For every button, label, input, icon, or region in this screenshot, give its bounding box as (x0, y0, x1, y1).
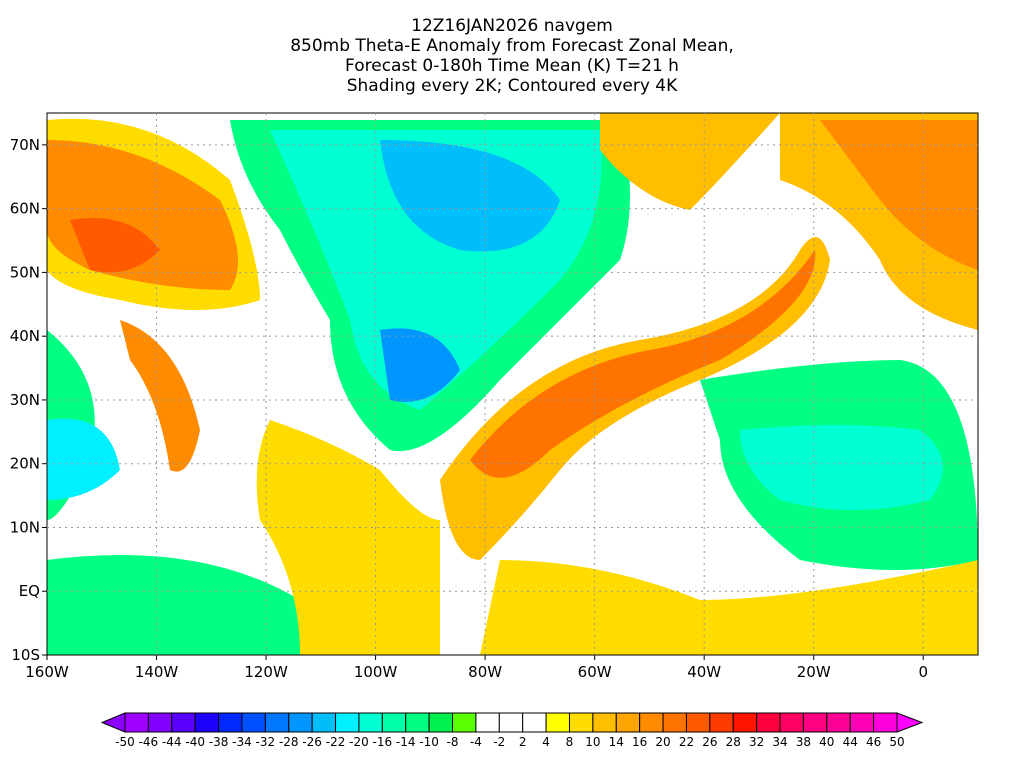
colorbar-swatch (592, 712, 617, 733)
lon-label: 100W (354, 663, 398, 681)
colorbar-label: -10 (419, 735, 439, 749)
colorbar-swatch (358, 712, 383, 733)
title-line-2: 850mb Theta-E Anomaly from Forecast Zona… (290, 36, 734, 56)
colorbar-swatch (381, 712, 407, 733)
lat-label: 20N (10, 455, 40, 473)
colorbar-swatch (405, 712, 430, 733)
colorbar-label: 34 (772, 735, 787, 749)
lat-label: EQ (19, 582, 40, 600)
lat-label: 10S (11, 646, 40, 664)
colorbar-swatch (311, 712, 337, 733)
colorbar-swatch (732, 712, 758, 733)
lon-label: 120W (244, 663, 288, 681)
colorbar-low-arrow (100, 712, 126, 733)
title-line-4: Shading every 2K; Contoured every 4K (346, 76, 678, 96)
colorbar-swatch (218, 712, 243, 733)
colorbar-swatch (498, 712, 524, 733)
colorbar-label: -8 (447, 735, 459, 749)
colorbar-label: -34 (232, 735, 252, 749)
colorbar-label: 46 (866, 735, 881, 749)
lon-label: 80W (468, 663, 502, 681)
colorbar-label: 44 (843, 735, 858, 749)
colorbar-swatch (662, 712, 687, 733)
colorbar-label: 20 (655, 735, 670, 749)
colorbar-swatch (685, 712, 711, 733)
colorbar-swatch (194, 712, 220, 733)
colorbar-label: 14 (609, 735, 624, 749)
colorbar-swatch (756, 712, 781, 733)
colorbar-swatch (779, 712, 804, 733)
colorbar-swatch (545, 712, 570, 733)
lat-label: 60N (10, 200, 40, 218)
colorbar-swatch (615, 712, 641, 733)
colorbar-high-arrow (896, 712, 924, 733)
colorbar-label: 50 (889, 735, 904, 749)
colorbar-label: 32 (749, 735, 764, 749)
colorbar-swatch (568, 712, 594, 733)
colorbar-label: 22 (679, 735, 694, 749)
colorbar-label: 16 (632, 735, 647, 749)
colorbar-label: -28 (279, 735, 299, 749)
colorbar-label: 38 (796, 735, 811, 749)
colorbar-swatch (428, 712, 454, 733)
shaded-field (47, 113, 978, 655)
colorbar-swatch (124, 712, 149, 733)
lon-label: 0 (918, 663, 928, 681)
colorbar-label: -38 (209, 735, 229, 749)
colorbar-swatch (452, 712, 477, 733)
colorbar-label: 26 (702, 735, 717, 749)
colorbar-swatch (849, 712, 875, 733)
lat-label: 40N (10, 327, 40, 345)
lon-label: 60W (578, 663, 612, 681)
colorbar-swatch (335, 712, 360, 733)
lat-label: 30N (10, 391, 40, 409)
lat-label: 10N (10, 518, 40, 536)
lon-label: 140W (135, 663, 179, 681)
colorbar-swatch (475, 712, 500, 733)
lat-label: 50N (10, 263, 40, 281)
colorbar-label: -16 (373, 735, 393, 749)
lon-label: 40W (687, 663, 721, 681)
colorbar-label: -4 (470, 735, 482, 749)
colorbar-swatch (709, 712, 734, 733)
colorbar-label: 8 (566, 735, 574, 749)
lon-label: 20W (797, 663, 831, 681)
map-frame (46, 112, 979, 656)
colorbar-swatch (873, 712, 898, 733)
colorbar-label: -26 (302, 735, 322, 749)
colorbar-swatch (264, 712, 290, 733)
colorbar-swatch (522, 712, 547, 733)
colorbar-label: -32 (256, 735, 276, 749)
colorbar-swatch (288, 712, 313, 733)
colorbar-label: -46 (139, 735, 159, 749)
colorbar-swatch (826, 712, 851, 733)
colorbar-label: 40 (819, 735, 834, 749)
colorbar-label: -22 (326, 735, 346, 749)
lon-label: 160W (25, 663, 69, 681)
colorbar-label: 10 (585, 735, 600, 749)
lat-label: 70N (10, 136, 40, 154)
colorbar-label: -20 (349, 735, 369, 749)
colorbar-swatch (147, 712, 173, 733)
colorbar-label: 2 (519, 735, 527, 749)
colorbar-swatch (171, 712, 196, 733)
colorbar-swatch (639, 712, 664, 733)
colorbar-label: -2 (493, 735, 505, 749)
title-line-1: 12Z16JAN2026 navgem (411, 16, 613, 36)
colorbar-label: -50 (115, 735, 135, 749)
grid-lines (47, 113, 978, 655)
title-line-3: Forecast 0-180h Time Mean (K) T=21 h (345, 56, 679, 76)
colorbar-swatch (241, 712, 266, 733)
colorbar-label: 4 (542, 735, 550, 749)
colorbar-label: -40 (185, 735, 205, 749)
colorbar-swatch (802, 712, 828, 733)
colorbar-label: -44 (162, 735, 182, 749)
colorbar: -50 -46 -44 -40 -38 -34 -32 -28 -26 -22 -20 -16 -14-… (100, 712, 924, 749)
colorbar-label: 28 (726, 735, 741, 749)
colorbar-label: -14 (396, 735, 416, 749)
